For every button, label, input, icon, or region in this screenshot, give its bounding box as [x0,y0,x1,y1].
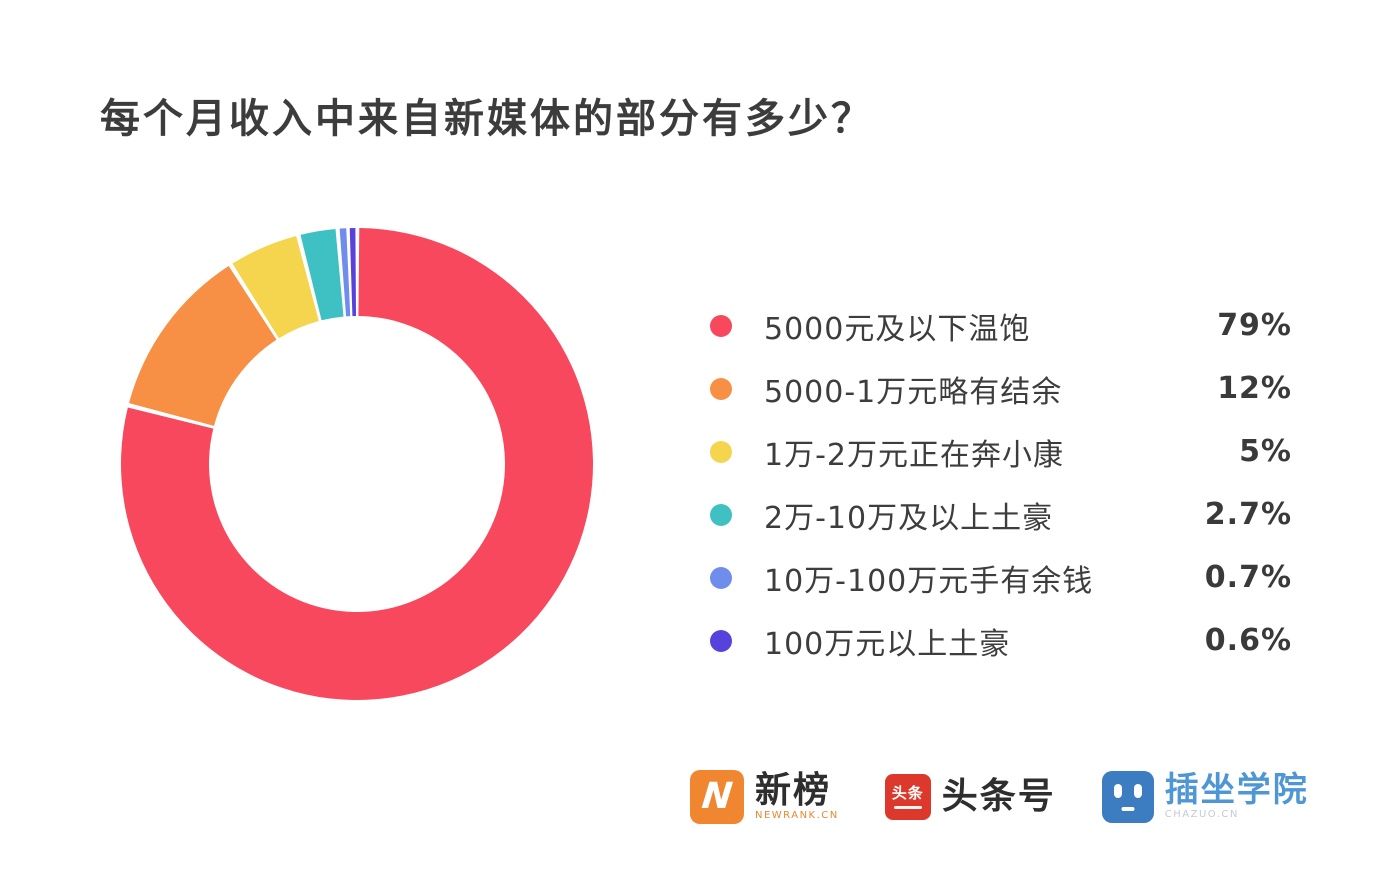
chazuo-face-icon [1101,771,1154,823]
legend-label: 5000-1万元略有结余 [764,374,1063,410]
chazuo-wordmark: 插坐学院 [1164,770,1309,811]
chazuo-mouth [1121,807,1135,811]
toutiao-icon-text: 头条 [891,783,924,802]
legend-item-3: 2万-10万及以上土豪 2.7% [710,483,1292,546]
chazuo-url-text: CHAZUO.CN [1164,809,1239,821]
legend-item-0: 5000元及以下温饱 79% [710,294,1292,357]
newrank-logo: N 新榜 NEWRANK.CN [690,770,839,824]
legend-label: 2万-10万及以上土豪 [764,500,1054,536]
newrank-n-glyph: N [699,776,735,817]
toutiao-icon-underline [893,805,922,809]
legend-item-5: 100万元以上土豪 0.6% [710,609,1292,672]
chazuo-right-eye [1133,784,1142,798]
legend-value: 0.7% [1204,560,1292,595]
legend-color-dot [710,377,732,400]
legend-item-2: 1万-2万元正在奔小康 5% [710,420,1292,483]
newrank-wordmark: 新榜 [755,770,832,812]
toutiaohao-logo: 头条 头条号 [884,774,1056,820]
donut-slice-4 [339,228,351,317]
toutiaohao-wordmark: 头条号 [941,776,1056,818]
donut-slice-5 [349,228,356,317]
legend-item-1: 5000-1万元略有结余 12% [710,357,1292,420]
chazuo-logo: 插坐学院 CHAZUO.CN [1101,770,1309,823]
chart-title: 每个月收入中来自新媒体的部分有多少？ [100,96,874,142]
chazuo-left-eye [1113,784,1122,798]
donut-slice-1 [128,265,277,426]
brand-logos-row: N 新榜 NEWRANK.CN 头条 头条号 插坐学院 [690,770,1309,824]
legend-value: 5% [1239,434,1292,469]
legend-color-dot [710,314,732,337]
newrank-icon: N [690,770,744,824]
legend-value: 2.7% [1204,497,1292,532]
legend-value: 0.6% [1204,623,1292,658]
legend-value: 12% [1217,371,1292,406]
legend-value: 79% [1217,308,1292,343]
legend-color-dot [710,566,732,589]
legend-color-dot [710,440,732,463]
donut-slice-2 [232,235,319,339]
legend-label: 1万-2万元正在奔小康 [764,437,1064,473]
donut-chart [120,228,593,700]
legend-label: 5000元及以下温饱 [764,311,1031,347]
newrank-url-text: NEWRANK.CN [755,810,839,822]
legend-color-dot [710,629,732,652]
legend-item-4: 10万-100万元手有余钱 0.7% [710,546,1292,609]
legend-label: 100万元以上土豪 [764,626,1011,662]
toutiao-icon: 头条 [884,774,931,820]
chart-legend: 5000元及以下温饱 79% 5000-1万元略有结余 12% 1万-2万元正在奔小康 5… [710,294,1292,672]
donut-slice-0 [120,228,593,700]
legend-color-dot [710,503,732,526]
legend-label: 10万-100万元手有余钱 [764,563,1094,599]
donut-slice-3 [300,228,344,321]
